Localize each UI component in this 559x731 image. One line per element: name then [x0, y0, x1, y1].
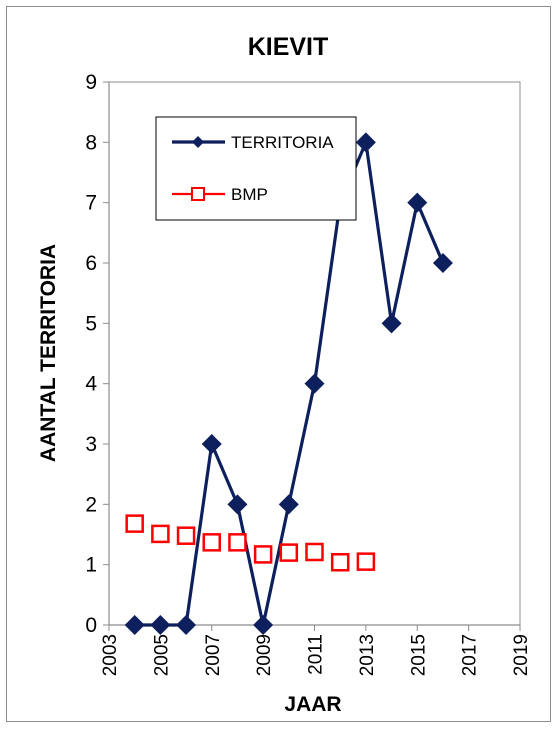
legend-label: TERRITORIA — [231, 133, 334, 152]
y-axis-label: AANTAL TERRITORIA — [37, 244, 60, 462]
x-tick-label: 2003 — [100, 634, 121, 676]
data-point — [202, 533, 221, 552]
y-tick-label: 6 — [85, 252, 97, 275]
data-point — [228, 533, 247, 552]
y-tick-label: 5 — [85, 312, 97, 335]
data-point — [124, 615, 145, 635]
x-tick-label: 2011 — [306, 634, 327, 675]
data-point — [253, 545, 273, 564]
data-point — [176, 615, 197, 635]
data-point — [304, 373, 325, 394]
data-point — [201, 434, 222, 454]
y-tick-label: 7 — [85, 192, 97, 215]
data-point — [176, 526, 196, 545]
x-tick-label: 2015 — [408, 634, 429, 676]
y-tick-label: 1 — [85, 554, 97, 577]
legend-swatch-marker — [191, 187, 205, 201]
data-point — [432, 253, 453, 273]
data-point — [253, 615, 274, 635]
chart-title: KIEVIT — [248, 33, 329, 61]
y-tick-label: 0 — [85, 614, 97, 637]
y-tick-label: 4 — [85, 373, 97, 396]
x-tick-label: 2013 — [357, 634, 378, 676]
data-point — [125, 514, 144, 533]
legend-swatch-marker — [192, 136, 204, 148]
x-tick-label: 2017 — [460, 634, 481, 676]
data-point — [356, 552, 376, 571]
legend-item-territoria: TERRITORIA — [172, 133, 334, 152]
data-point — [305, 542, 324, 562]
y-tick-label: 3 — [85, 433, 97, 456]
data-point — [278, 494, 299, 515]
data-point — [355, 132, 376, 153]
data-point — [151, 524, 170, 544]
data-point — [330, 553, 350, 572]
data-point — [150, 615, 171, 635]
x-tick-label: 2019 — [511, 634, 532, 676]
legend-label: BMP — [231, 185, 268, 204]
y-tick-label: 9 — [85, 71, 97, 94]
series-bmp — [125, 514, 376, 572]
y-tick-label: 2 — [85, 493, 97, 516]
x-axis-label: JAAR — [284, 693, 341, 716]
x-tick-label: 2005 — [151, 634, 172, 676]
x-tick-label: 2007 — [203, 634, 224, 676]
data-point — [227, 494, 248, 515]
data-point — [381, 313, 402, 334]
y-tick-label: 8 — [85, 131, 97, 154]
legend-box — [155, 116, 357, 221]
legend-item-bmp: BMP — [172, 185, 268, 204]
data-point — [407, 192, 428, 213]
data-point — [279, 543, 299, 562]
x-tick-label: 2009 — [254, 634, 275, 676]
